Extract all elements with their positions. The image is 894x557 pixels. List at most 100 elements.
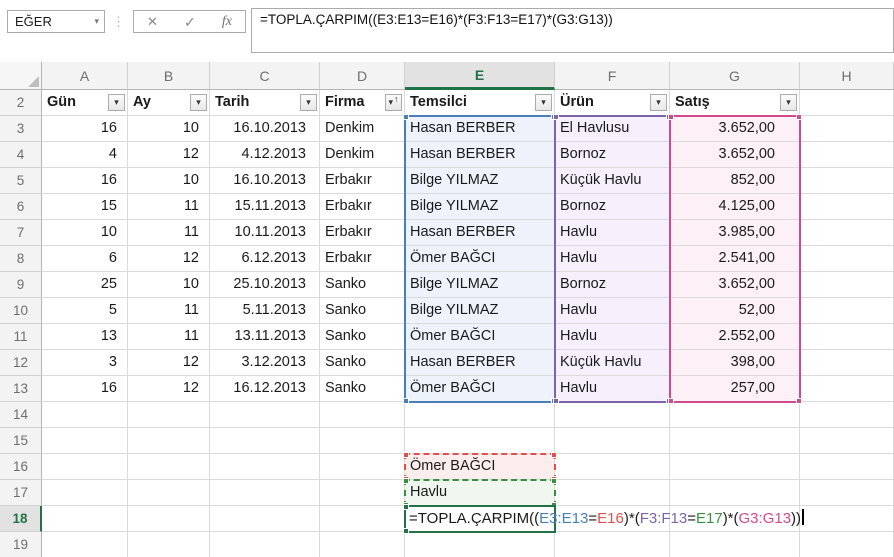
cell-G4[interactable]: 3.652,00: [670, 142, 800, 168]
cell-G10[interactable]: 52,00: [670, 298, 800, 324]
cell-E11[interactable]: Ömer BAĞCI: [405, 324, 555, 350]
row-header-7[interactable]: 7: [0, 220, 42, 246]
row-header-3[interactable]: 3: [0, 116, 42, 142]
cell-E14[interactable]: [405, 402, 555, 428]
cell-H15[interactable]: [800, 428, 894, 454]
cell-C9[interactable]: 25.10.2013: [210, 272, 320, 298]
cell-A9[interactable]: 25: [42, 272, 128, 298]
cell-A6[interactable]: 15: [42, 194, 128, 220]
cell-D16[interactable]: [320, 454, 405, 480]
cell-B18[interactable]: [128, 506, 210, 532]
cell-C13[interactable]: 16.12.2013: [210, 376, 320, 402]
cell-C6[interactable]: 15.11.2013: [210, 194, 320, 220]
row-header-5[interactable]: 5: [0, 168, 42, 194]
cell-F13[interactable]: Havlu: [555, 376, 670, 402]
cell-D10[interactable]: Sanko: [320, 298, 405, 324]
cell-F3[interactable]: El Havlusu: [555, 116, 670, 142]
row-header-2[interactable]: 2: [0, 90, 42, 116]
cell-F5[interactable]: Küçük Havlu: [555, 168, 670, 194]
cell-C17[interactable]: [210, 480, 320, 506]
cell-G5[interactable]: 852,00: [670, 168, 800, 194]
cell-A18[interactable]: [42, 506, 128, 532]
cell-E3[interactable]: Hasan BERBER: [405, 116, 555, 142]
cell-C10[interactable]: 5.11.2013: [210, 298, 320, 324]
cell-G17[interactable]: [670, 480, 800, 506]
cell-D11[interactable]: Sanko: [320, 324, 405, 350]
column-header-H[interactable]: H: [800, 62, 894, 90]
cell-D12[interactable]: Sanko: [320, 350, 405, 376]
select-all-button[interactable]: [0, 62, 42, 90]
cell-A10[interactable]: 5: [42, 298, 128, 324]
cell-F8[interactable]: Havlu: [555, 246, 670, 272]
cell-D15[interactable]: [320, 428, 405, 454]
cell-D7[interactable]: Erbakır: [320, 220, 405, 246]
column-header-F[interactable]: F: [555, 62, 670, 90]
cell-B5[interactable]: 10: [128, 168, 210, 194]
cell-E10[interactable]: Bilge YILMAZ: [405, 298, 555, 324]
filter-button-B[interactable]: ▾: [190, 94, 207, 111]
cell-D14[interactable]: [320, 402, 405, 428]
cell-E16[interactable]: Ömer BAĞCI: [405, 454, 555, 480]
cell-G14[interactable]: [670, 402, 800, 428]
cell-A13[interactable]: 16: [42, 376, 128, 402]
cell-A5[interactable]: 16: [42, 168, 128, 194]
row-header-8[interactable]: 8: [0, 246, 42, 272]
cell-B6[interactable]: 11: [128, 194, 210, 220]
cell-G13[interactable]: 257,00: [670, 376, 800, 402]
cell-F11[interactable]: Havlu: [555, 324, 670, 350]
cell-H5[interactable]: [800, 168, 894, 194]
cell-B3[interactable]: 10: [128, 116, 210, 142]
cell-A3[interactable]: 16: [42, 116, 128, 142]
cell-B16[interactable]: [128, 454, 210, 480]
cell-G19[interactable]: [670, 532, 800, 557]
cell-H12[interactable]: [800, 350, 894, 376]
cell-A15[interactable]: [42, 428, 128, 454]
cell-A7[interactable]: 10: [42, 220, 128, 246]
cell-E6[interactable]: Bilge YILMAZ: [405, 194, 555, 220]
cell-H16[interactable]: [800, 454, 894, 480]
cell-B7[interactable]: 11: [128, 220, 210, 246]
cell-G11[interactable]: 2.552,00: [670, 324, 800, 350]
cell-G6[interactable]: 4.125,00: [670, 194, 800, 220]
cell-H14[interactable]: [800, 402, 894, 428]
row-header-12[interactable]: 12: [0, 350, 42, 376]
cell-G9[interactable]: 3.652,00: [670, 272, 800, 298]
cell-H9[interactable]: [800, 272, 894, 298]
cell-G7[interactable]: 3.985,00: [670, 220, 800, 246]
cell-B11[interactable]: 11: [128, 324, 210, 350]
cell-B19[interactable]: [128, 532, 210, 557]
cell-B9[interactable]: 10: [128, 272, 210, 298]
cell-H8[interactable]: [800, 246, 894, 272]
cell-D18[interactable]: [320, 506, 405, 532]
cell-C15[interactable]: [210, 428, 320, 454]
cell-E7[interactable]: Hasan BERBER: [405, 220, 555, 246]
cell-H11[interactable]: [800, 324, 894, 350]
cell-C8[interactable]: 6.12.2013: [210, 246, 320, 272]
cell-F19[interactable]: [555, 532, 670, 557]
cell-D4[interactable]: Denkim: [320, 142, 405, 168]
cell-C3[interactable]: 16.10.2013: [210, 116, 320, 142]
cell-D17[interactable]: [320, 480, 405, 506]
cell-E12[interactable]: Hasan BERBER: [405, 350, 555, 376]
name-box[interactable]: EĞER ▾: [7, 10, 105, 33]
cell-E13[interactable]: Ömer BAĞCI: [405, 376, 555, 402]
row-header-14[interactable]: 14: [0, 402, 42, 428]
cell-H2[interactable]: [800, 90, 894, 116]
cell-F14[interactable]: [555, 402, 670, 428]
cell-B8[interactable]: 12: [128, 246, 210, 272]
cell-C19[interactable]: [210, 532, 320, 557]
cell-C4[interactable]: 4.12.2013: [210, 142, 320, 168]
cell-E9[interactable]: Bilge YILMAZ: [405, 272, 555, 298]
row-header-16[interactable]: 16: [0, 454, 42, 480]
cell-B4[interactable]: 12: [128, 142, 210, 168]
filter-button-G[interactable]: ▾: [780, 94, 797, 111]
row-header-18[interactable]: 18: [0, 506, 42, 532]
cell-A12[interactable]: 3: [42, 350, 128, 376]
cancel-icon[interactable]: ✕: [147, 14, 158, 29]
cell-D9[interactable]: Sanko: [320, 272, 405, 298]
cell-B14[interactable]: [128, 402, 210, 428]
cell-C12[interactable]: 3.12.2013: [210, 350, 320, 376]
cell-H3[interactable]: [800, 116, 894, 142]
cell-H4[interactable]: [800, 142, 894, 168]
cell-H7[interactable]: [800, 220, 894, 246]
